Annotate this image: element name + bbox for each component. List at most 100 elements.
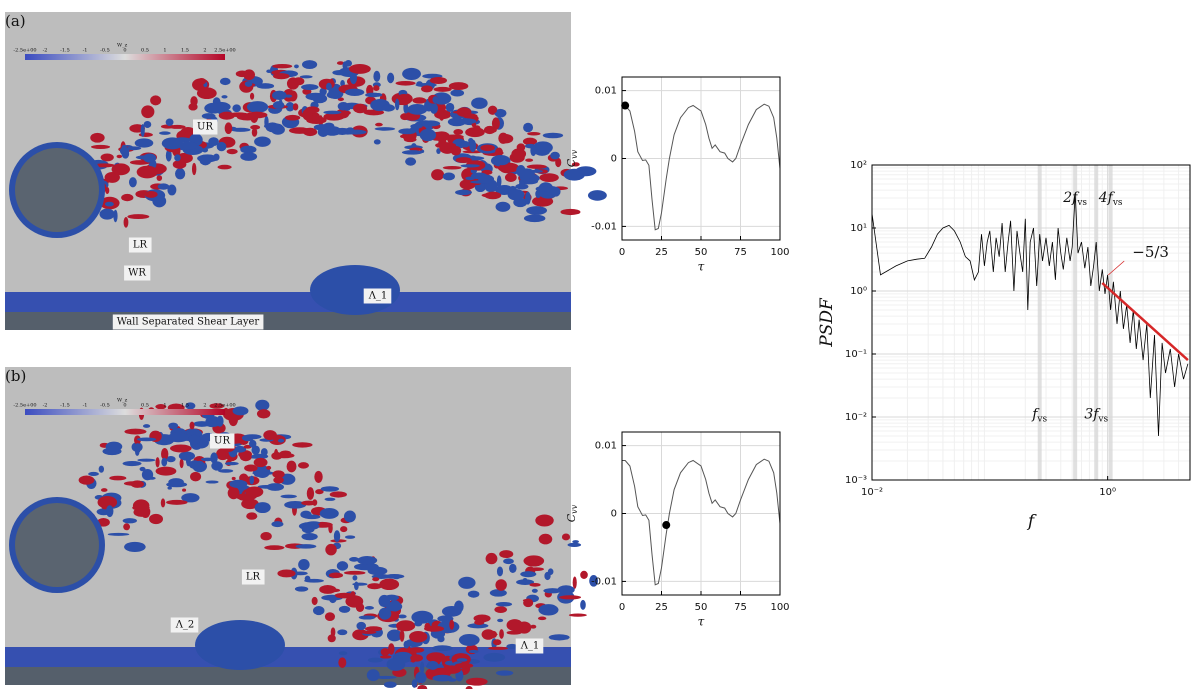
y-tick-label: -0.01	[591, 221, 617, 232]
vortex-blob	[301, 60, 318, 70]
vortex-blob	[455, 157, 472, 163]
vortex-blob	[491, 117, 500, 130]
vortex-blob	[330, 627, 336, 637]
vortex-blob	[143, 121, 152, 128]
vortex-blob	[337, 629, 348, 636]
vortex-blob	[294, 64, 299, 69]
harmonic-label-main: f	[1031, 406, 1040, 422]
vortex-blob	[303, 127, 318, 137]
vortex-blob	[384, 574, 405, 579]
vortex-blob	[589, 574, 599, 587]
vortex-blob	[532, 196, 554, 207]
vortex-blob	[415, 83, 437, 88]
vortex-blob	[123, 217, 129, 228]
vortex-blob	[550, 151, 560, 160]
vortex-blob	[312, 112, 321, 124]
wall	[5, 312, 571, 330]
flow-panel: W_z -2.5e+00 -2 -1.5 -1 -0.5 0 0.5 1 1.5 2 2.5e+00 (…	[5, 12, 607, 330]
vortex-blob	[543, 588, 562, 594]
vortex-blob	[401, 150, 423, 155]
vortex-blob	[134, 138, 154, 148]
vortex-blob	[293, 571, 308, 576]
vortex-blob	[100, 153, 114, 162]
vortex-blob	[180, 141, 198, 150]
vortex-blob	[301, 525, 315, 534]
y-tick-label: 10⁻³	[845, 475, 867, 486]
vortex-blob	[300, 510, 312, 519]
y-axis-label-sub: vv	[570, 504, 579, 514]
vortex-blob	[204, 102, 224, 114]
plot-frame	[621, 76, 781, 241]
vortex-blob	[175, 168, 186, 180]
vortex-blob	[272, 470, 285, 479]
vortex-blob	[557, 585, 575, 595]
vortex-blob	[141, 468, 154, 481]
vortex-blob	[497, 618, 504, 623]
vortex-blob	[231, 476, 236, 481]
vortex-blob	[254, 136, 271, 147]
harmonic-label: 4fvs	[1098, 190, 1123, 208]
vortex-blob	[402, 67, 421, 80]
y-axis-label: PSDF	[817, 297, 837, 348]
vortex-blob	[486, 632, 498, 636]
vortex-blob	[494, 108, 507, 118]
cylinder	[15, 503, 99, 587]
vortex-blob	[353, 563, 376, 571]
colorbar-tick: -2	[43, 48, 48, 54]
vortex-blob	[468, 137, 474, 144]
vortex-blob	[88, 471, 99, 477]
vortex-blob	[240, 145, 257, 154]
y-axis-label-main: C	[565, 158, 578, 167]
harmonic-label-sub: vs	[1112, 197, 1123, 207]
vortex-blob	[437, 615, 454, 623]
vortex-blob	[174, 154, 181, 162]
vortex-blob	[420, 661, 425, 674]
vortex-blob	[525, 191, 531, 205]
vortex-blob	[489, 589, 507, 597]
vortex-blob	[481, 193, 496, 198]
harmonic-band	[1094, 165, 1099, 480]
vortex-blob	[493, 157, 510, 166]
vortex-blob	[167, 184, 177, 196]
y-axis-label-main: C	[565, 513, 578, 522]
vortex-blob	[386, 657, 406, 671]
vortex-blob	[157, 183, 170, 190]
vortex-blob	[367, 657, 383, 663]
vortex-blob	[373, 70, 381, 82]
label-box	[363, 288, 392, 304]
vortex-blob	[378, 607, 392, 620]
region-label: Λ_1	[520, 641, 540, 652]
label-box	[241, 569, 265, 585]
chart: -0.01 0 0.01 0 25 50 75 100 τ Cvv	[565, 76, 790, 274]
vortex-blob	[465, 677, 488, 686]
vortex-blob	[200, 457, 215, 462]
vortex-blob	[133, 435, 141, 445]
vortex-blob	[539, 173, 559, 183]
vortex-blob	[196, 87, 217, 100]
vortex-blob	[560, 208, 581, 216]
vortex-blob	[432, 674, 453, 682]
vortex-blob	[161, 457, 168, 467]
vortex-blob	[167, 486, 172, 490]
vortex-blob	[277, 438, 285, 443]
vortex-blob	[506, 643, 518, 650]
vortex-blob	[216, 415, 224, 427]
vortex-blob	[454, 662, 474, 669]
vortex-blob	[325, 543, 337, 556]
vortex-blob	[292, 442, 313, 448]
harmonic-label-main: 4f	[1098, 190, 1116, 206]
vortex-blob	[426, 652, 446, 663]
vortex-blob	[374, 675, 397, 680]
vortex-blob	[426, 660, 439, 670]
vortex-blob	[326, 91, 343, 99]
vortex-blob	[149, 513, 164, 525]
y-axis-label-sub: vv	[570, 149, 579, 159]
vortex-blob	[188, 460, 201, 469]
vortex-blob	[228, 413, 238, 427]
vortex-blob	[326, 82, 332, 91]
vortex-blob	[182, 488, 187, 492]
colorbar-tick: -0.5	[100, 403, 110, 409]
wall-vortex	[195, 620, 285, 670]
vortex-blob	[244, 81, 253, 87]
vortex-blob	[256, 409, 271, 419]
